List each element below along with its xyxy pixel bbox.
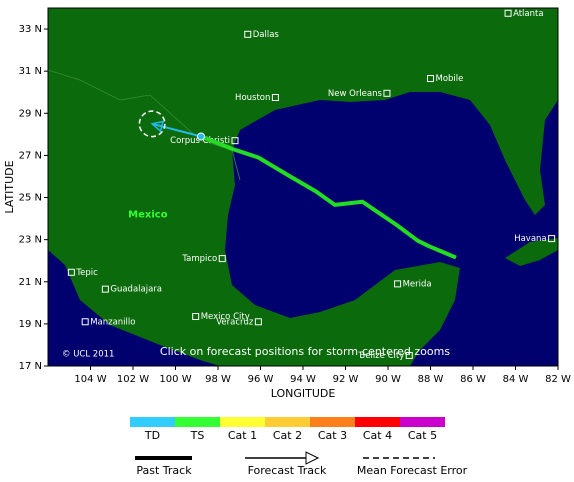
forecast-error [138,110,166,138]
legend-label: Cat 3 [318,429,347,442]
legend-swatch [310,417,355,427]
gulf-water [225,92,558,366]
y-tick-label: 27 N [19,150,42,161]
city-marker [383,89,391,97]
forecast-track [151,122,202,138]
city-marker [405,351,413,359]
legend-swatch [220,417,265,427]
city-label: Atlanta [513,9,544,19]
legend-label: Cat 5 [408,429,437,442]
legend-label: Cat 2 [273,429,302,442]
city-label: Houston [235,93,270,103]
legend-swatch [175,417,220,427]
x-tick-label: 84 W [503,374,529,385]
legend-label: Cat 1 [228,429,257,442]
city-label: Mexico City [201,312,250,322]
city-label: Havana [514,234,546,244]
x-tick-label: 88 W [418,374,444,385]
x-tick-label: 96 W [248,374,274,385]
city-marker [101,285,109,293]
x-tick-label: 86 W [460,374,486,385]
y-tick-label: 21 N [19,277,42,288]
city-label: Guadalajara [110,285,162,295]
past-track [200,134,457,260]
x-tick-label: 98 W [205,374,231,385]
y-axis-label: LATITUDE [3,160,16,213]
city-marker [81,318,89,326]
x-tick-label: 102 W [117,374,149,385]
city-label: Tampico [181,254,217,264]
legend-label: TD [144,429,160,442]
x-tick-label: 92 W [333,374,359,385]
x-tick-label: 90 W [375,374,401,385]
city-marker [67,268,75,276]
forecast-arrow [150,120,165,133]
legend-swatch [355,417,400,427]
city-label: Dallas [253,30,280,40]
x-tick-label: 94 W [290,374,316,385]
forecast-arrow-sample [305,451,320,465]
legend-label: Cat 4 [363,429,392,442]
city-label: Corpus Christi [170,136,230,146]
city-marker [548,235,556,243]
city-label: Tepic [75,268,98,278]
city-marker [504,9,512,17]
country-label: Mexico [128,209,168,220]
legend-label: Forecast Track [248,464,327,477]
x-tick-label: 82 W [545,374,571,385]
y-tick-label: 31 N [19,66,42,77]
x-tick-label: 100 W [159,374,191,385]
city-marker [427,75,434,83]
y-tick-label: 23 N [19,235,42,246]
copyright: © UCL 2011 [62,350,114,360]
city-marker [394,280,402,288]
y-tick-label: 25 N [19,193,42,204]
legend-label: Past Track [136,464,192,477]
legend-label: Mean Forecast Error [357,464,468,477]
current-position [197,132,205,141]
city-label: Merida [403,279,432,289]
cuba [505,238,558,266]
legend-swatch [130,417,175,427]
city-label: New Orleans [328,89,383,99]
x-tick-label: 104 W [74,374,106,385]
city-marker [244,30,252,38]
y-tick-label: 17 N [19,361,42,372]
legend-swatch [265,417,310,427]
city-marker [271,94,279,101]
legend-swatch [400,417,445,427]
y-tick-label: 33 N [19,24,42,35]
city-label: Veracruz [216,317,254,327]
y-tick-label: 29 N [19,108,42,119]
city-marker [192,313,200,321]
city-marker [254,318,262,326]
pacific-water [48,250,220,366]
legend: Past Track Forecast Track Mean Forecast … [130,417,468,477]
city-label: Mobile [436,74,464,84]
legend-label: TS [190,429,205,442]
note: Click on forecast positions for storm-ce… [160,345,450,358]
city-label: Manzanillo [90,317,135,327]
city-label: Belize City [359,351,404,361]
map-layer: Mexico Atlanta Dallas Mobile Houston New Orle… [67,9,556,361]
y-tick-label: 19 N [19,319,42,330]
city-marker [231,137,239,145]
city-marker [218,255,226,263]
x-axis-label: LONGITUDE [271,387,336,400]
